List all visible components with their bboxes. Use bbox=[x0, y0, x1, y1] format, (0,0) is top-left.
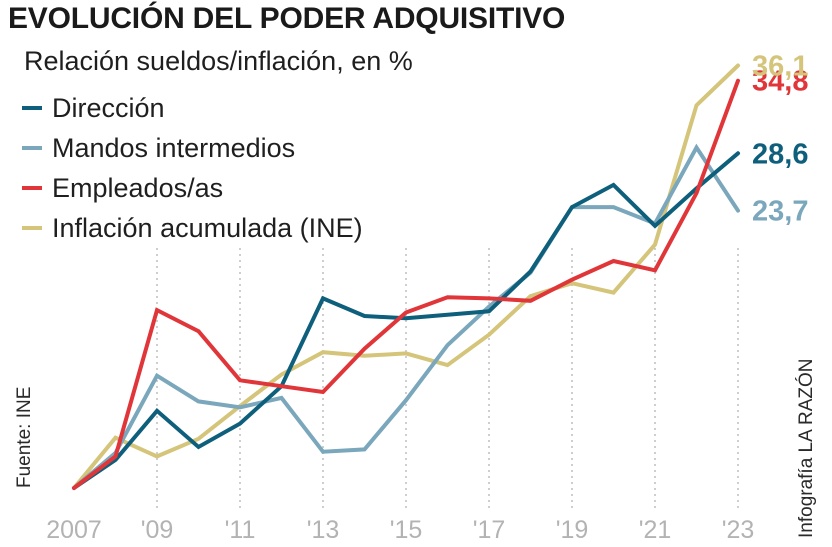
end-label-2: 34,8 bbox=[752, 66, 808, 98]
legend-item-inflacion: Inflación acumulada (INE) bbox=[22, 208, 363, 248]
end-label-3: 36,1 bbox=[752, 51, 808, 83]
grid-lines bbox=[156, 248, 739, 510]
legend-swatch-empleados bbox=[22, 186, 42, 190]
x-tick-label: '15 bbox=[390, 516, 423, 544]
legend-label-direccion: Dirección bbox=[52, 92, 165, 123]
series-lines bbox=[72, 63, 740, 490]
x-tick-label: 2007 bbox=[46, 516, 102, 544]
legend-item-direccion: Dirección bbox=[22, 88, 363, 128]
source-note: Fuente: INE bbox=[14, 386, 35, 488]
credit-note: Infografía LA RAZÓN bbox=[796, 358, 817, 538]
end-label-1: 23,7 bbox=[752, 196, 808, 228]
series-line-0 bbox=[72, 151, 740, 490]
chart-title: EVOLUCIÓN DEL PODER ADQUISITIVO bbox=[8, 2, 566, 35]
x-tick-label: '11 bbox=[225, 516, 256, 544]
x-tick-label: '21 bbox=[639, 516, 672, 544]
x-tick-label: '13 bbox=[307, 516, 340, 544]
legend-item-empleados: Empleados/as bbox=[22, 168, 363, 208]
chart-subtitle: Relación sueldos/inflación, en % bbox=[24, 46, 413, 76]
legend-swatch-mandos bbox=[22, 146, 42, 150]
x-axis-ticks: 2007 '09 '11 '13 '15 '17 '19 '21 '23 bbox=[46, 516, 754, 544]
x-tick-label: '09 bbox=[141, 516, 174, 544]
series-line-3 bbox=[72, 63, 740, 490]
legend: Dirección Mandos intermedios Empleados/a… bbox=[22, 88, 363, 248]
series-line-2 bbox=[72, 78, 740, 490]
legend-swatch-direccion bbox=[22, 106, 42, 110]
legend-swatch-inflacion bbox=[22, 226, 42, 230]
end-labels: 28,6 23,7 34,836,1 bbox=[752, 51, 808, 228]
legend-label-inflacion: Inflación acumulada (INE) bbox=[52, 212, 363, 243]
series-line-1 bbox=[72, 143, 740, 490]
x-tick-label: '17 bbox=[473, 516, 506, 544]
x-tick-label: '19 bbox=[556, 516, 589, 544]
legend-label-mandos: Mandos intermedios bbox=[52, 132, 296, 163]
end-label-0: 28,6 bbox=[752, 138, 808, 170]
legend-label-empleados: Empleados/as bbox=[52, 172, 224, 203]
legend-item-mandos: Mandos intermedios bbox=[22, 128, 363, 168]
x-tick-label: '23 bbox=[722, 516, 755, 544]
